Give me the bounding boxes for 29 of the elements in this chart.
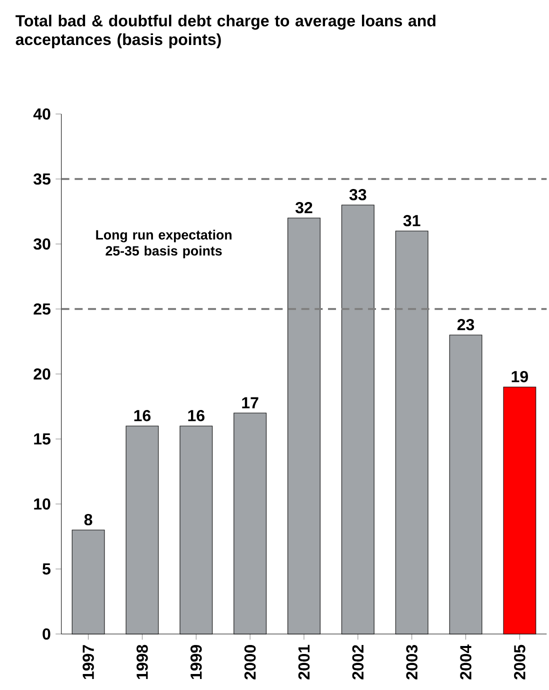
data-label: 17 bbox=[242, 397, 258, 408]
y-tick-label: 15 bbox=[34, 433, 50, 445]
x-tick-label: 1998 bbox=[136, 644, 148, 679]
x-tick-label: 2003 bbox=[406, 644, 418, 680]
y-tick-label: 5 bbox=[42, 563, 50, 575]
data-label: 32 bbox=[295, 202, 312, 214]
x-tick-label: 2001 bbox=[298, 644, 310, 680]
data-label: 31 bbox=[403, 214, 420, 226]
y-tick-label: 40 bbox=[33, 108, 50, 120]
x-tick-label: 2005 bbox=[514, 644, 526, 680]
x-tick-label: 2004 bbox=[460, 644, 472, 680]
x-tick-label: 2002 bbox=[352, 645, 364, 680]
x-tick-label: 1999 bbox=[190, 645, 202, 679]
y-tick-label: 0 bbox=[42, 628, 50, 640]
y-tick-label: 30 bbox=[34, 238, 50, 250]
data-label: 8 bbox=[84, 514, 92, 526]
x-tick-label: 1997 bbox=[82, 645, 94, 679]
data-label: 19 bbox=[512, 370, 528, 382]
data-label: 16 bbox=[134, 410, 151, 422]
y-tick-label: 20 bbox=[34, 368, 50, 380]
data-label: 16 bbox=[188, 410, 204, 422]
data-label: 33 bbox=[349, 188, 366, 200]
y-tick-label: 25 bbox=[34, 303, 50, 315]
annotation: Long run expectation 25-35 basis points bbox=[96, 230, 232, 258]
x-tick-label: 2000 bbox=[244, 645, 256, 680]
data-label: 23 bbox=[457, 318, 474, 330]
chart-title: Total bad & doubtful debt charge to average loans and acceptances (basis points) bbox=[16, 14, 436, 48]
y-tick-label: 10 bbox=[34, 498, 50, 510]
y-tick-label: 35 bbox=[34, 173, 50, 185]
